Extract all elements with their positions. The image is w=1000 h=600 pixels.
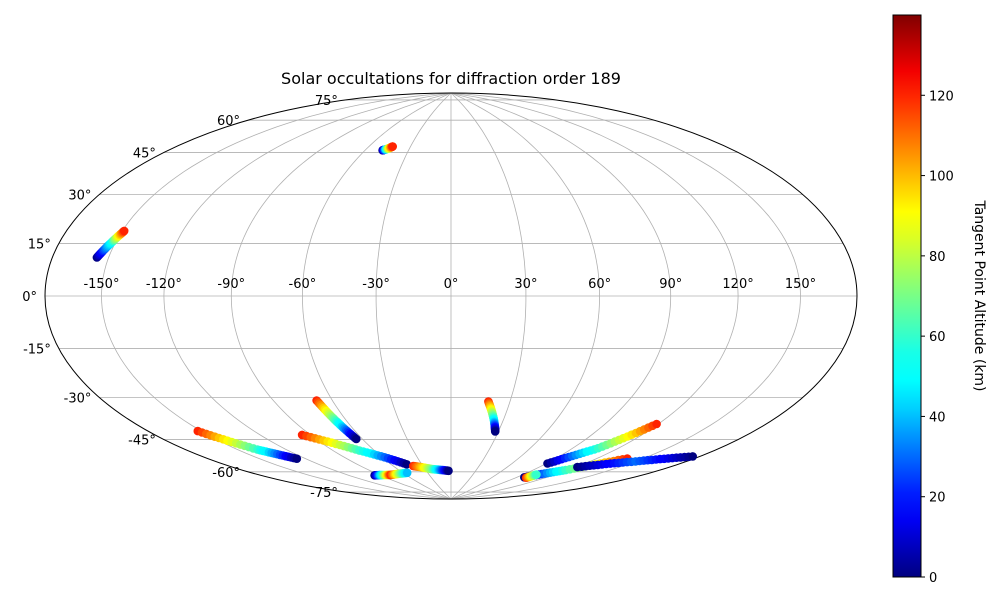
data-point (402, 468, 412, 478)
colorbar-bar (892, 14, 922, 578)
data-point (292, 454, 302, 464)
occultation-track (92, 226, 129, 262)
occultation-track (312, 396, 361, 444)
occultation-track (370, 468, 412, 480)
latitude-tick-label: 30° (68, 189, 91, 204)
data-point (119, 226, 129, 236)
longitude-tick-label: -60° (289, 277, 317, 292)
longitude-tick-label: 60° (588, 277, 611, 292)
latitude-tick-label: -75° (310, 486, 338, 501)
latitude-tick-label: 45° (133, 146, 156, 161)
colorbar-tick-label: 0 (929, 571, 937, 586)
longitude-tick-label: -120° (146, 277, 182, 292)
occultation-track (521, 470, 541, 483)
map-boundary (44, 92, 858, 500)
latitude-tick-label: 15° (28, 237, 51, 252)
latitude-tick-label: -45° (128, 434, 156, 449)
data-point (444, 466, 453, 476)
longitude-tick-label: -90° (217, 277, 245, 292)
data-point (402, 460, 411, 469)
latitude-tick-label: -15° (23, 343, 51, 358)
latitude-tick-labels: -75° -60° -45° -30° -15° 0° 15° 30° 45° 60° 75° (22, 94, 338, 501)
data-point (352, 434, 361, 444)
data-points (92, 142, 697, 483)
longitude-tick-label: 30° (514, 277, 537, 292)
colorbar-tick-label: 80 (929, 250, 946, 265)
occultation-track (543, 419, 661, 468)
chart-title: Solar occultations for diffraction order… (281, 69, 621, 88)
occultation-track (193, 426, 302, 464)
colorbar-tick-label: 20 (929, 491, 946, 506)
occultation-track (484, 397, 500, 436)
longitude-tick-labels: -150° -120° -90° -60° -30° 0° 30° 60° 90° 120° 150… (83, 277, 816, 292)
longitude-tick-label: -30° (362, 277, 390, 292)
colorbar: 0 20 40 60 80 100 120 Tangent Point Altitude (… (892, 14, 987, 586)
longitude-tick-label: 120° (722, 277, 753, 292)
data-point (688, 452, 697, 461)
map-grid (45, 93, 857, 499)
latitude-tick-label: 75° (315, 94, 338, 109)
longitude-tick-label: 90° (659, 277, 682, 292)
colorbar-label: Tangent Point Altitude (km) (971, 199, 987, 391)
occultation-track (297, 430, 411, 469)
colorbar-tick-label: 120 (929, 89, 954, 104)
latitude-tick-label: 60° (217, 114, 240, 129)
colorbar-tick-label: 60 (929, 330, 946, 345)
data-point (652, 419, 661, 429)
colorbar-tick-label: 100 (929, 170, 954, 185)
longitude-tick-label: 150° (785, 277, 816, 292)
latitude-tick-label: -60° (212, 466, 240, 481)
longitude-tick-label: 0° (444, 277, 459, 292)
occultation-track (573, 452, 697, 472)
latitude-tick-label: -30° (64, 392, 92, 407)
data-point (490, 427, 500, 436)
occultation-track (408, 461, 453, 476)
occultation-track (378, 142, 398, 155)
colorbar-ticks: 0 20 40 60 80 100 120 (921, 89, 954, 586)
data-point (388, 142, 398, 151)
longitude-tick-label: -150° (83, 277, 119, 292)
latitude-tick-label: 0° (22, 290, 37, 305)
colorbar-tick-label: 40 (929, 410, 946, 425)
data-point (532, 470, 541, 479)
